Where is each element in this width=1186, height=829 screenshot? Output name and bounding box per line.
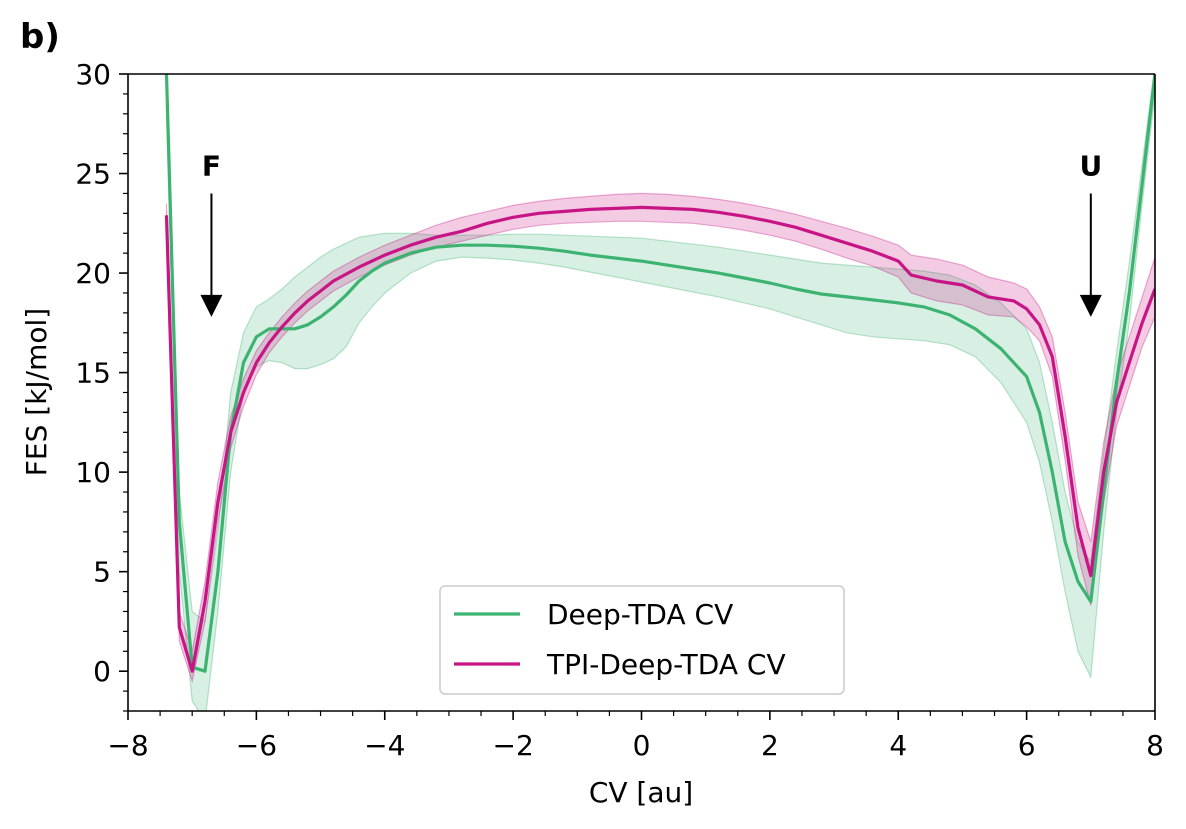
x-tick-label: 8	[1146, 729, 1164, 762]
y-tick-label: 0	[93, 655, 111, 688]
y-tick-label: 10	[75, 456, 111, 489]
x-tick-label: −4	[364, 729, 405, 762]
y-tick-label: 25	[75, 158, 111, 191]
y-axis-label: FES [kJ/mol]	[20, 308, 53, 476]
y-tick-label: 5	[93, 556, 111, 589]
legend-box	[439, 585, 845, 695]
x-axis-label: CV [au]	[589, 776, 693, 809]
x-tick-label: −2	[492, 729, 533, 762]
annotation-arrow-head	[200, 294, 223, 317]
x-tick-label: 4	[889, 729, 907, 762]
x-tick-label: −6	[236, 729, 277, 762]
x-tick-label: −8	[107, 729, 148, 762]
x-tick-label: 6	[1018, 729, 1036, 762]
x-tick-label: 2	[761, 729, 779, 762]
panel-label: b)	[20, 17, 60, 57]
x-tick-label: 0	[633, 729, 651, 762]
annotation-label-f: F	[202, 150, 221, 183]
y-tick-label: 15	[75, 357, 111, 390]
series-0-line	[164, 74, 1155, 673]
legend-entry-0: Deep-TDA CV	[547, 598, 733, 631]
annotation-label-u: U	[1079, 150, 1102, 183]
legend-entry-1: TPI-Deep-TDA CV	[546, 648, 786, 681]
y-tick-label: 30	[75, 58, 111, 91]
annotation-arrow-head	[1079, 294, 1102, 317]
series-1-line	[164, 205, 1155, 673]
series-0-uncertainty-band	[165, 74, 1155, 711]
y-tick-label: 20	[75, 257, 111, 290]
